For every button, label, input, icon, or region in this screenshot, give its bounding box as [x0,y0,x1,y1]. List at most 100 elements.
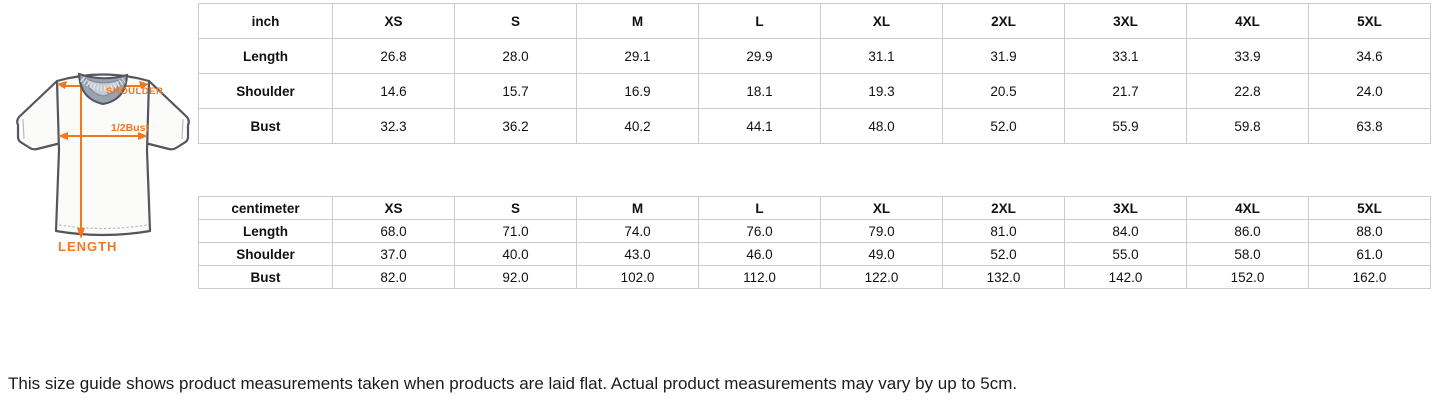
measurement-value-cell: 81.0 [942,219,1065,243]
right-sleeve-shape [143,79,190,151]
length-label: LENGTH [58,239,117,254]
left-sleeve-shape [16,79,63,151]
shirt-body-shape [54,73,152,237]
measurement-value-cell: 43.0 [576,242,699,266]
bust-label: 1/2Bust [111,122,149,134]
measurement-value-cell: 20.5 [942,73,1065,109]
measurement-value-cell: 28.0 [454,38,577,74]
measurement-value-cell: 88.0 [1308,219,1431,243]
size-header-cell: 2XL [942,196,1065,220]
size-header-cell: 2XL [942,3,1065,39]
measurement-value-cell: 48.0 [820,108,943,144]
size-header-cell: S [454,196,577,220]
size-header-cell: 5XL [1308,3,1431,39]
measurement-value-cell: 19.3 [820,73,943,109]
size-header-cell: XL [820,3,943,39]
size-header-cell: L [698,196,821,220]
measurement-value-cell: 46.0 [698,242,821,266]
inch-size-table: inch XS S M L XL 2XL 3XL 4XL 5XL Length 26.8 28.0 29.… [198,3,1431,144]
measurement-value-cell: 26.8 [332,38,455,74]
size-header-cell: 5XL [1308,196,1431,220]
size-header-cell: XS [332,3,455,39]
table-row: Shoulder 14.6 15.7 16.9 18.1 19.3 20.5 21.7 22.8… [198,73,1431,109]
measurement-value-cell: 29.1 [576,38,699,74]
measurement-value-cell: 22.8 [1186,73,1309,109]
measurement-value-cell: 71.0 [454,219,577,243]
measurement-value-cell: 84.0 [1064,219,1187,243]
measurement-value-cell: 86.0 [1186,219,1309,243]
measurement-value-cell: 61.0 [1308,242,1431,266]
size-header-cell: M [576,3,699,39]
measurement-value-cell: 49.0 [820,242,943,266]
size-guide-note: This size guide shows product measuremen… [8,374,1018,393]
measurement-value-cell: 82.0 [332,265,455,289]
measurement-value-cell: 55.9 [1064,108,1187,144]
measurement-value-cell: 92.0 [454,265,577,289]
measurement-value-cell: 37.0 [332,242,455,266]
measurement-value-cell: 31.9 [942,38,1065,74]
measurement-value-cell: 112.0 [698,265,821,289]
measurement-value-cell: 29.9 [698,38,821,74]
measurement-value-cell: 132.0 [942,265,1065,289]
size-header-cell: 3XL [1064,196,1187,220]
measurement-label-cell: Bust [198,265,333,289]
length-arrow [77,85,85,239]
measurement-label-cell: Length [198,219,333,243]
table-row: Length 68.0 71.0 74.0 76.0 79.0 81.0 84.0 86.0 88… [198,219,1431,243]
measurement-value-cell: 21.7 [1064,73,1187,109]
header-row: centimeter XS S M L XL 2XL 3XL 4XL 5XL [198,196,1431,220]
measurement-value-cell: 32.3 [332,108,455,144]
measurement-value-cell: 68.0 [332,219,455,243]
size-header-cell: 3XL [1064,3,1187,39]
measurement-value-cell: 74.0 [576,219,699,243]
table-row: Length 26.8 28.0 29.1 29.9 31.1 31.9 33.1 33.9 34… [198,38,1431,74]
tshirt-diagram-icon: SHOULDER 1/2Bust LENGTH [16,72,190,254]
measurement-value-cell: 52.0 [942,108,1065,144]
centimeter-size-table: centimeter XS S M L XL 2XL 3XL 4XL 5XL Length 68.0 7… [198,196,1431,289]
measurement-label-cell: Bust [198,108,333,144]
measurement-value-cell: 102.0 [576,265,699,289]
measurement-value-cell: 55.0 [1064,242,1187,266]
size-header-cell: XS [332,196,455,220]
size-header-cell: S [454,3,577,39]
shoulder-label: SHOULDER [106,86,163,97]
table-row: Shoulder 37.0 40.0 43.0 46.0 49.0 52.0 55.0 58.0… [198,242,1431,266]
table-row: Bust 82.0 92.0 102.0 112.0 122.0 132.0 142.0 152… [198,265,1431,289]
unit-header-cell: centimeter [198,196,333,220]
measurement-value-cell: 76.0 [698,219,821,243]
size-tables-container: inch XS S M L XL 2XL 3XL 4XL 5XL Length 26.8 28.0 29.… [198,3,1431,289]
collar-shape [77,72,129,106]
measurement-value-cell: 16.9 [576,73,699,109]
size-header-cell: XL [820,196,943,220]
table-row: Bust 32.3 36.2 40.2 44.1 48.0 52.0 55.9 59.8 63.8 [198,108,1431,144]
measurement-value-cell: 33.9 [1186,38,1309,74]
measurement-value-cell: 14.6 [332,73,455,109]
measurement-value-cell: 24.0 [1308,73,1431,109]
header-row: inch XS S M L XL 2XL 3XL 4XL 5XL [198,3,1431,39]
measurement-value-cell: 59.8 [1186,108,1309,144]
measurement-value-cell: 152.0 [1186,265,1309,289]
measurement-value-cell: 18.1 [698,73,821,109]
measurement-label-cell: Length [198,38,333,74]
bust-arrow [58,132,148,140]
measurement-value-cell: 162.0 [1308,265,1431,289]
measurement-label-cell: Shoulder [198,242,333,266]
measurement-value-cell: 31.1 [820,38,943,74]
measurement-value-cell: 40.2 [576,108,699,144]
unit-header-cell: inch [198,3,333,39]
size-header-cell: 4XL [1186,196,1309,220]
measurement-value-cell: 15.7 [454,73,577,109]
size-header-cell: L [698,3,821,39]
size-header-cell: 4XL [1186,3,1309,39]
measurement-value-cell: 36.2 [454,108,577,144]
size-header-cell: M [576,196,699,220]
measurement-value-cell: 79.0 [820,219,943,243]
measurement-value-cell: 58.0 [1186,242,1309,266]
measurement-value-cell: 34.6 [1308,38,1431,74]
measurement-label-cell: Shoulder [198,73,333,109]
measurement-value-cell: 33.1 [1064,38,1187,74]
measurement-value-cell: 142.0 [1064,265,1187,289]
measurement-value-cell: 52.0 [942,242,1065,266]
left-cuff-seam [22,118,25,140]
measurement-value-cell: 40.0 [454,242,577,266]
